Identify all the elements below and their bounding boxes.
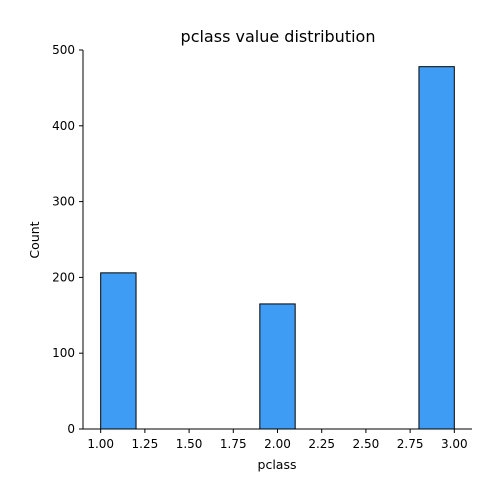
histogram-bar [418,66,455,430]
x-tick-label: 2.25 [308,437,335,451]
x-tick-label: 1.00 [87,437,114,451]
x-tick-label: 3.00 [441,437,468,451]
x-tick-label: 1.50 [176,437,203,451]
y-tick-label: 0 [67,422,75,436]
x-tick-label: 2.00 [264,437,291,451]
x-axis-title: pclass [258,457,297,472]
y-tick-label: 100 [52,346,75,360]
bars-group [100,66,455,430]
x-axis: 1.00 1.25 1.50 1.75 2.00 2.25 2.50 2.75 3.00 [83,428,472,451]
histogram-bar [100,272,137,430]
x-tick-label: 1.25 [132,437,159,451]
x-tick-label: 1.75 [220,437,247,451]
y-tick-label: 500 [52,43,75,57]
y-tick-label: 400 [52,119,75,133]
y-axis-title: Count [27,221,42,258]
y-axis: 0 100 200 300 400 500 [52,43,84,436]
y-tick-label: 300 [52,195,75,209]
x-tick-label: 2.50 [353,437,380,451]
y-tick-label: 200 [52,270,75,284]
histogram-bar [259,303,296,430]
x-tick-label: 2.75 [397,437,424,451]
chart-title: pclass value distribution [181,27,376,46]
